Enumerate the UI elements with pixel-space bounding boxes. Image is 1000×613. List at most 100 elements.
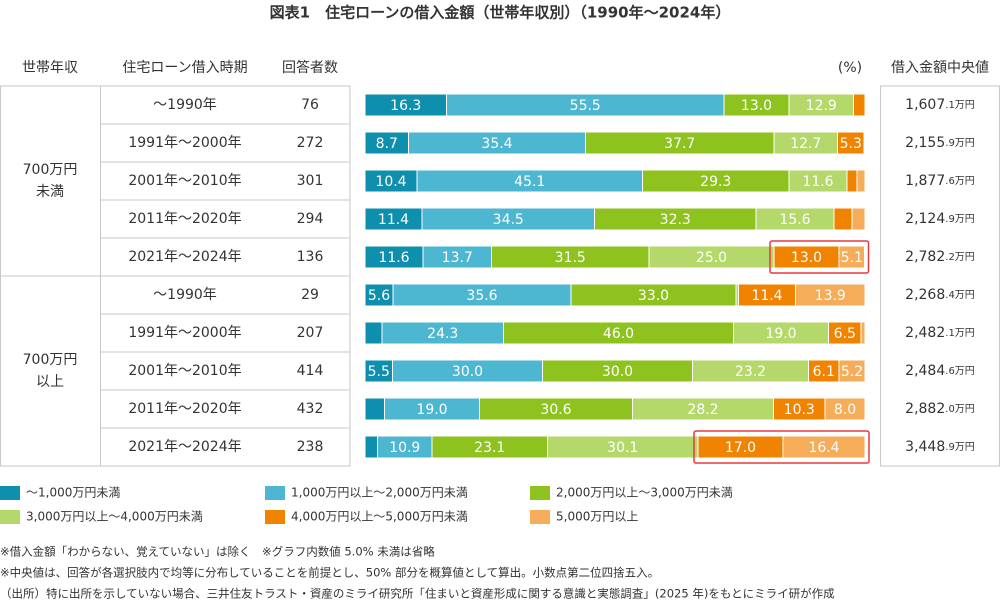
value-label: 5.3 — [840, 136, 862, 152]
value-label: 35.4 — [481, 136, 512, 152]
bar-segment — [824, 397, 866, 421]
median: 2,268.4万円 — [905, 287, 975, 303]
value-label: 10.4 — [375, 174, 406, 190]
value-label: 55.5 — [570, 98, 601, 114]
value-label: 17.0 — [725, 440, 756, 456]
legend-swatch — [0, 510, 20, 524]
value-label: 8.0 — [834, 402, 856, 418]
bar-segment — [364, 435, 378, 459]
legend-label: 4,000万円以上～5,000万円未満 — [291, 510, 468, 524]
value-label: 11.6 — [802, 174, 833, 190]
period: 1991年～2000年 — [128, 325, 241, 341]
group-label: 未満 — [36, 184, 64, 200]
value-label: 12.9 — [806, 98, 837, 114]
median: 1,607.1万円 — [905, 97, 975, 113]
median-frac: .0万円 — [945, 404, 975, 415]
bar-segment — [863, 131, 866, 155]
value-label: 25.0 — [696, 250, 727, 266]
median: 2,882.0万円 — [905, 401, 975, 417]
note: ※借入金額「わからない、覚えていない」は除く ※グラフ内数値 5.0% 未満は省… — [0, 545, 435, 559]
period: ～1990年 — [153, 287, 217, 303]
value-label: 23.2 — [735, 364, 766, 380]
highlight-box — [769, 240, 870, 274]
legend-swatch — [530, 486, 550, 500]
bar-segment — [856, 169, 866, 193]
legend-swatch — [265, 510, 285, 524]
respondents: 432 — [297, 401, 324, 417]
value-label: 10.9 — [389, 440, 420, 456]
respondents: 301 — [297, 173, 324, 189]
median-int: 1,877 — [905, 173, 945, 189]
median-int: 2,882 — [905, 401, 945, 417]
legend-label: 5,000万円以上 — [556, 510, 638, 524]
column-header: 借入金額中央値 — [891, 60, 989, 76]
value-label: 23.1 — [474, 440, 505, 456]
value-label: 19.0 — [765, 326, 796, 342]
value-label: 5.1 — [841, 250, 863, 266]
value-label: 13.7 — [442, 250, 473, 266]
legend-swatch — [265, 486, 285, 500]
value-label: 30.6 — [540, 402, 571, 418]
bar-segment — [833, 207, 853, 231]
note: ※中央値は、回答が各選択肢内で均等に分布していることを前提とし、50% 部分を概… — [0, 566, 659, 580]
respondents: 294 — [297, 211, 324, 227]
median-frac: .9万円 — [945, 138, 975, 149]
bar-segment — [364, 321, 383, 345]
respondents: 238 — [297, 439, 324, 455]
value-label: 11.6 — [378, 250, 409, 266]
median-frac: .9万円 — [945, 442, 975, 453]
legend-label: 1,000万円以上～2,000万円未満 — [291, 486, 468, 500]
value-label: 35.6 — [466, 288, 497, 304]
bar-segment — [851, 207, 866, 231]
respondents: 207 — [297, 325, 324, 341]
median: 2,484.6万円 — [905, 363, 975, 379]
period: 2001年～2010年 — [128, 363, 241, 379]
highlight-box — [693, 430, 870, 464]
value-label: 45.1 — [514, 174, 545, 190]
median: 3,448.9万円 — [905, 439, 975, 455]
legend-swatch — [0, 486, 20, 500]
respondents: 76 — [301, 97, 319, 113]
period: ～1990年 — [153, 97, 217, 113]
period: 2011年～2020年 — [128, 401, 241, 417]
value-label: 11.4 — [378, 212, 409, 228]
median-frac: .1万円 — [945, 328, 975, 339]
chart-title: 図表1 住宅ローンの借入金額（世帯年収別）（1990年～2024年） — [270, 4, 731, 22]
value-label: 32.3 — [660, 212, 691, 228]
median-frac: .1万円 — [945, 100, 975, 111]
bar-segment — [795, 283, 866, 307]
median-int: 2,155 — [905, 135, 945, 151]
value-label: 34.5 — [493, 212, 524, 228]
respondents: 272 — [297, 135, 324, 151]
median-int: 2,484 — [905, 363, 945, 379]
column-header: 住宅ローン借入時期 — [122, 60, 247, 76]
value-label: 46.0 — [603, 326, 634, 342]
value-label: 6.5 — [834, 326, 856, 342]
value-label: 24.3 — [427, 326, 458, 342]
respondents: 414 — [297, 363, 324, 379]
bar-segment — [853, 93, 866, 117]
bar-segment — [782, 435, 866, 459]
median: 2,124.9万円 — [905, 211, 975, 227]
period: 2021年～2024年 — [128, 439, 241, 455]
median-int: 2,268 — [905, 287, 945, 303]
value-label: 19.0 — [416, 402, 447, 418]
median: 2,482.1万円 — [905, 325, 975, 341]
value-label: 30.0 — [602, 364, 633, 380]
value-label: 28.2 — [687, 402, 718, 418]
respondents: 136 — [297, 249, 324, 265]
value-label: 13.0 — [791, 250, 822, 266]
note: （出所）特に出所を示していない場合、三井住友トラスト・資産のミライ研究所「住まい… — [0, 587, 835, 601]
value-label: 16.3 — [390, 98, 421, 114]
median-frac: .4万円 — [945, 290, 975, 301]
legend-swatch — [530, 510, 550, 524]
median: 2,782.2万円 — [905, 249, 975, 265]
column-header: 世帯年収 — [22, 60, 78, 76]
value-label: 6.1 — [813, 364, 835, 380]
value-label: 37.7 — [664, 136, 695, 152]
value-label: 30.0 — [452, 364, 483, 380]
value-label: 13.9 — [815, 288, 846, 304]
bar-segment — [838, 359, 866, 383]
median-frac: .6万円 — [945, 176, 975, 187]
